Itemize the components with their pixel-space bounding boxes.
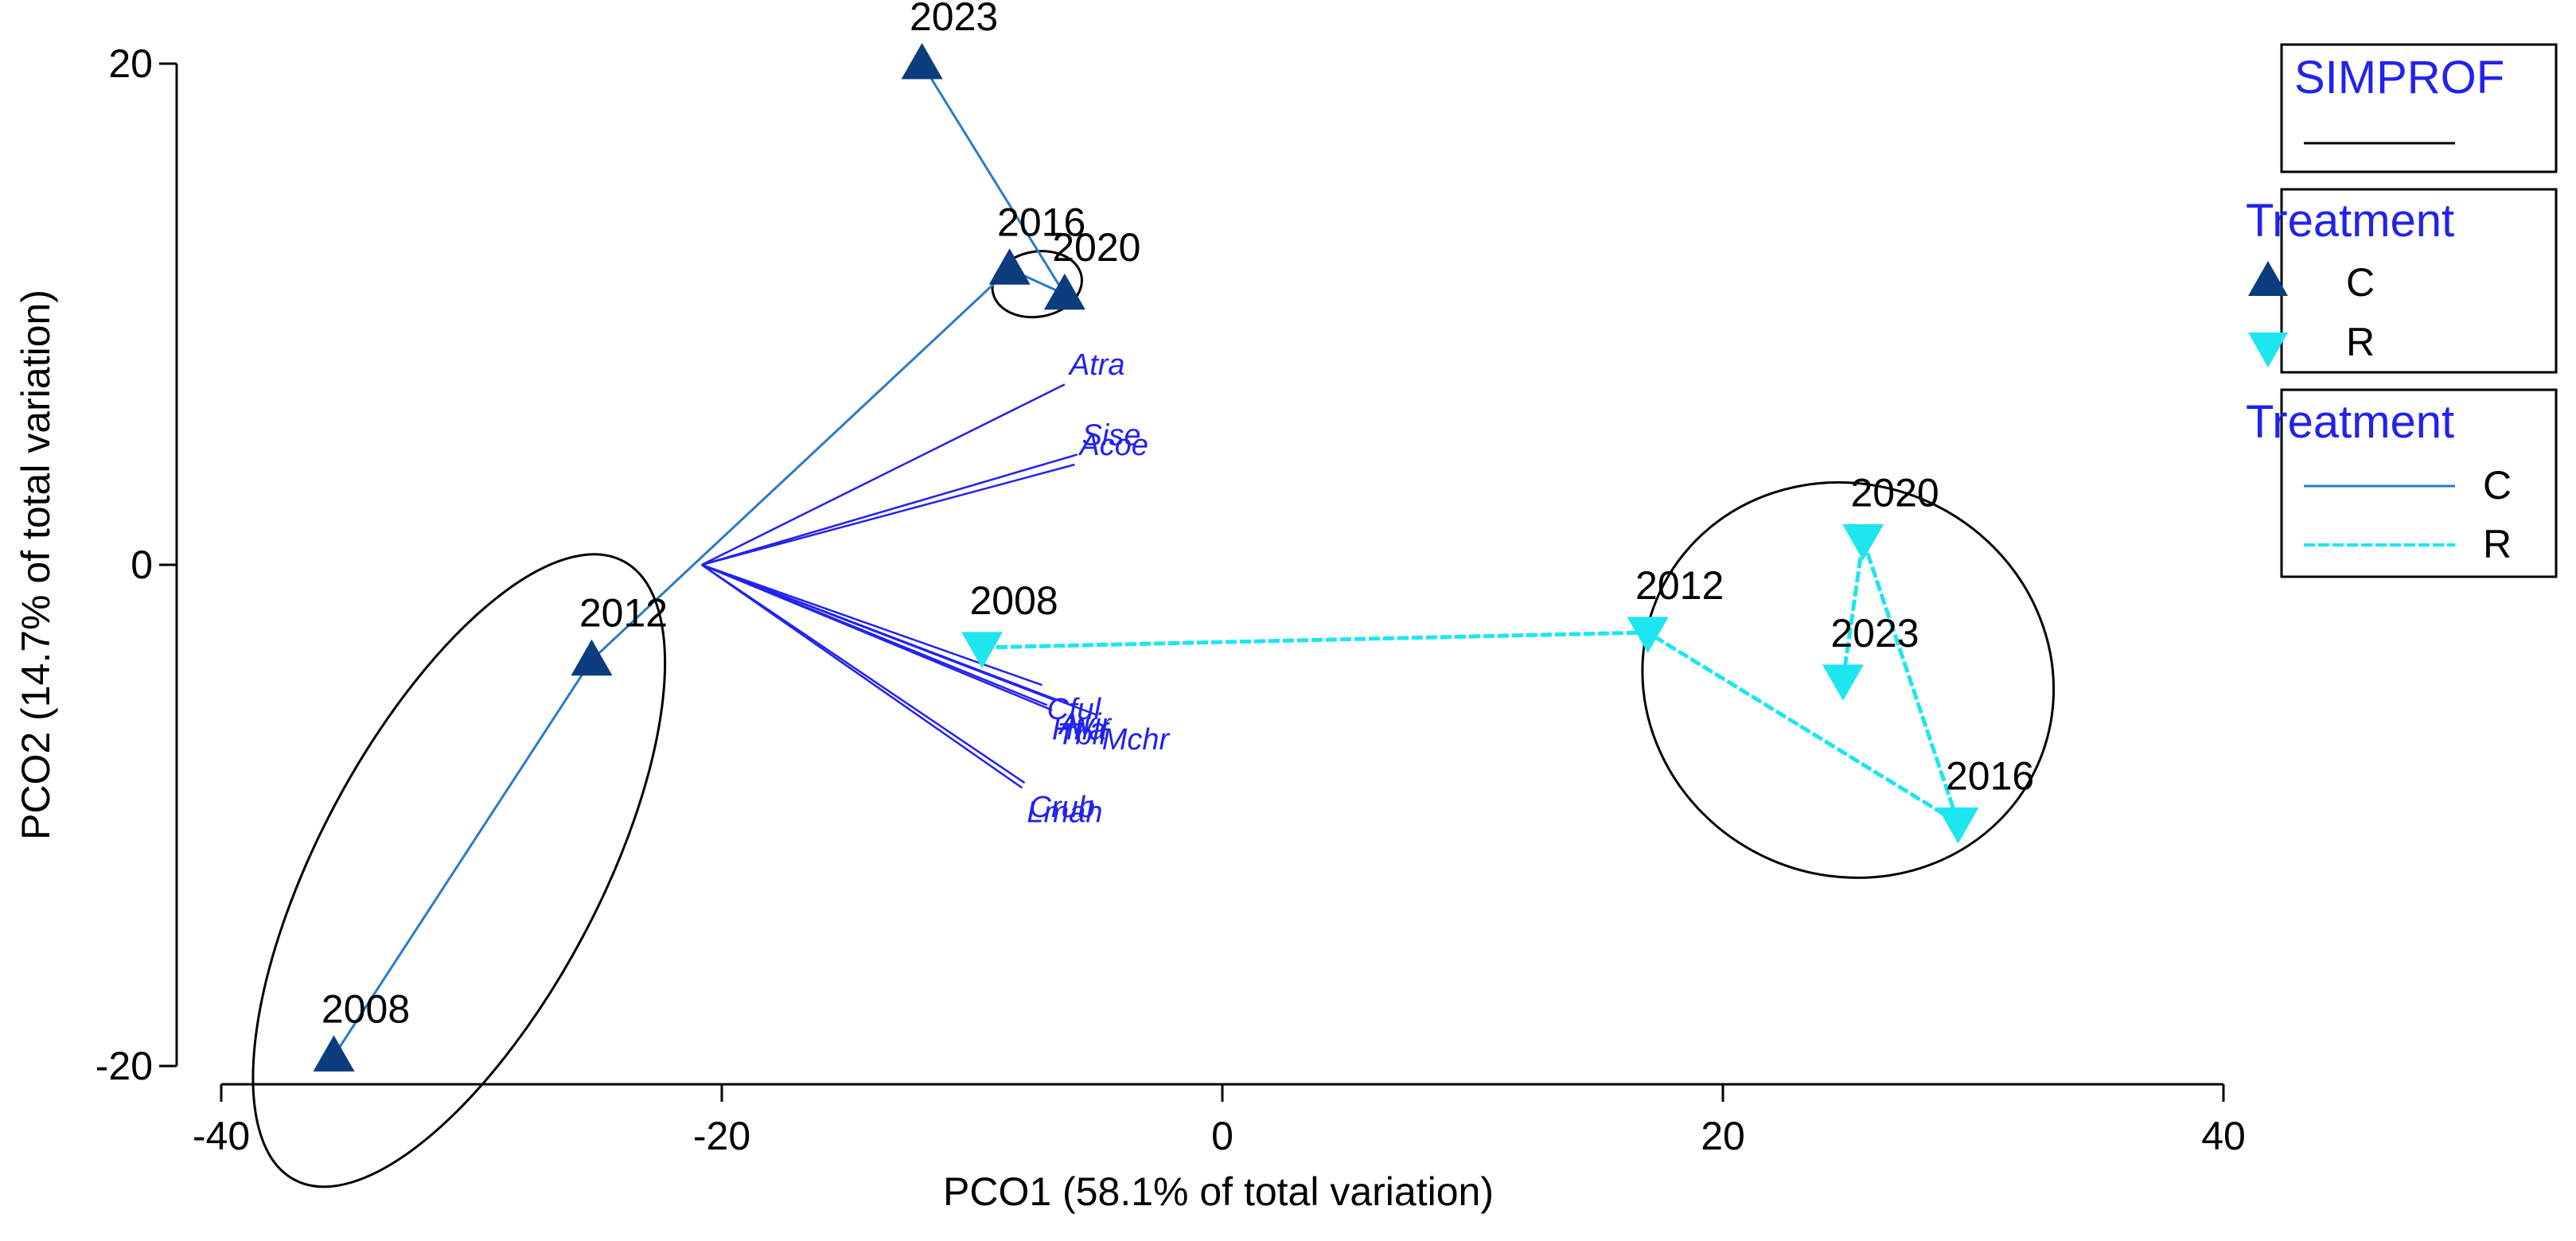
simprof-ellipse [251, 553, 667, 1188]
vector-label: Lmah [1027, 796, 1102, 829]
point-label: 2008 [322, 986, 410, 1031]
marker-c-2023 [901, 43, 943, 80]
point-label: 2020 [1851, 471, 1939, 515]
point-label: 2008 [969, 578, 1058, 623]
legend-line-c-label: C [2483, 463, 2512, 508]
legend-marker-r-label: R [2346, 320, 2375, 364]
legend-marker-r [2248, 333, 2288, 368]
vector-label: Tbif [1057, 718, 1110, 752]
legend-marker-c-label: C [2346, 260, 2375, 305]
trajectory-c [333, 63, 1068, 1057]
x-tick-label: 0 [1211, 1114, 1233, 1158]
simprof-ellipse [991, 250, 1083, 319]
vector-label: Atra [1068, 348, 1125, 382]
point-label: 2012 [579, 591, 668, 636]
point-label: 2023 [910, 0, 998, 39]
legend-treatment-marker-title: Treatment [2246, 195, 2454, 247]
legend-simprof-title: SIMPROF [2294, 52, 2504, 103]
marker-r-2012 [1627, 617, 1669, 654]
vector-line [701, 563, 1048, 706]
x-tick-label: -20 [693, 1114, 750, 1158]
marker-r-2023 [1822, 664, 1864, 701]
point-label: 2016 [997, 200, 1085, 244]
simprof-ellipse [1641, 480, 2056, 879]
vector-label: Crub [1030, 791, 1095, 824]
point-label: 2023 [1830, 611, 1919, 656]
y-tick-label: 20 [108, 41, 153, 86]
legend-line-r-label: R [2483, 522, 2512, 566]
legend-treatment-marker-box [2280, 188, 2558, 374]
vector-label: Acoe [1078, 429, 1148, 462]
marker-r-2020 [1842, 524, 1884, 561]
vector-line [701, 463, 1075, 566]
y-tick-label: -20 [95, 1044, 153, 1088]
y-axis-label: PCO2 (14.7% of total variation) [14, 290, 58, 840]
x-axis-label: PCO1 (58.1% of total variation) [943, 1169, 1494, 1214]
vector-label: Hfla [1052, 713, 1106, 746]
vector-line [701, 453, 1078, 566]
x-tick-label: 40 [2201, 1114, 2246, 1158]
vector-line [701, 383, 1066, 566]
marker-c-2016 [988, 248, 1031, 285]
point-label: 2012 [1635, 563, 1724, 608]
y-tick-label: 0 [131, 543, 153, 587]
marker-c-2012 [571, 639, 613, 676]
marker-r-2008 [961, 632, 1004, 668]
simprof-ellipses [251, 250, 2056, 1188]
vector-label: Mchr [1102, 723, 1171, 757]
point-label: 2020 [1052, 225, 1140, 270]
axes: -40 -20 0 20 40 -20 0 20 [95, 41, 2246, 1158]
vector-label: Sise [1082, 418, 1141, 452]
vector-label: Avir [1058, 708, 1112, 741]
marker-c-2020 [1043, 273, 1085, 310]
x-tick-label: -40 [193, 1114, 250, 1158]
trajectory-r [982, 539, 1962, 828]
x-tick-label: 20 [1701, 1114, 1745, 1158]
vector-line [701, 563, 1098, 717]
marker-c-2008 [313, 1035, 355, 1072]
vector-line [701, 563, 1023, 789]
vector-line [701, 563, 1042, 687]
legend-simprof-box [2280, 43, 2558, 173]
marker-r-2016 [1937, 807, 1979, 844]
legend: SIMPROF Treatment C R Treatment C R [2246, 43, 2558, 578]
legend-treatment-line-title: Treatment [2246, 396, 2454, 448]
legend-marker-c [2248, 261, 2288, 296]
point-label: 2016 [1946, 753, 2034, 798]
